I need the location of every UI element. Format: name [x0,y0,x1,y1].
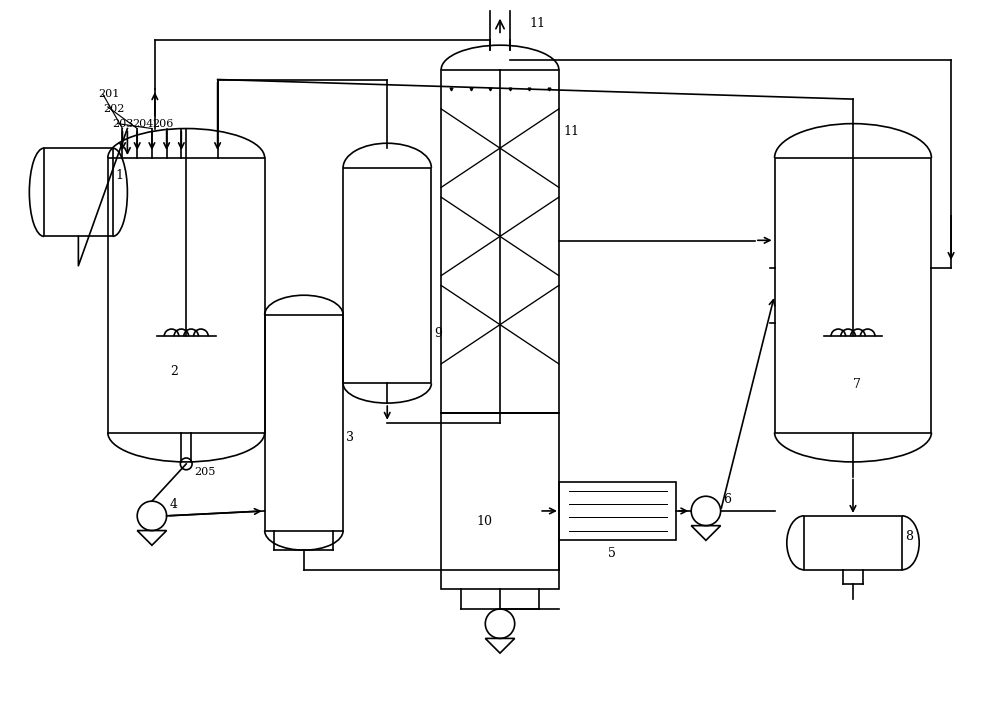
Text: 10: 10 [476,515,492,528]
Text: 205: 205 [194,467,215,477]
Text: 3: 3 [346,431,354,444]
Text: 7: 7 [853,378,861,391]
Text: 1: 1 [116,169,124,183]
Bar [108,158,265,433]
Text: 11: 11 [564,126,580,139]
Text: 8: 8 [905,530,913,543]
Text: 201: 201 [98,89,119,99]
Text: 2: 2 [171,365,178,378]
Bar [44,148,113,236]
Bar [775,158,931,433]
Text: 6: 6 [724,493,732,506]
Text: 204: 204 [132,119,154,129]
Bar [441,413,559,589]
Text: 203: 203 [113,119,134,129]
Text: 206: 206 [152,119,173,129]
Text: 5: 5 [608,547,616,560]
Bar [441,70,559,413]
Text: 11: 11 [529,17,545,31]
Text: 4: 4 [170,498,178,511]
Text: 202: 202 [103,104,124,114]
Bar [265,315,343,531]
Bar [804,516,902,570]
Bar [559,481,676,540]
Bar [343,168,431,383]
Text: 9: 9 [434,327,442,341]
